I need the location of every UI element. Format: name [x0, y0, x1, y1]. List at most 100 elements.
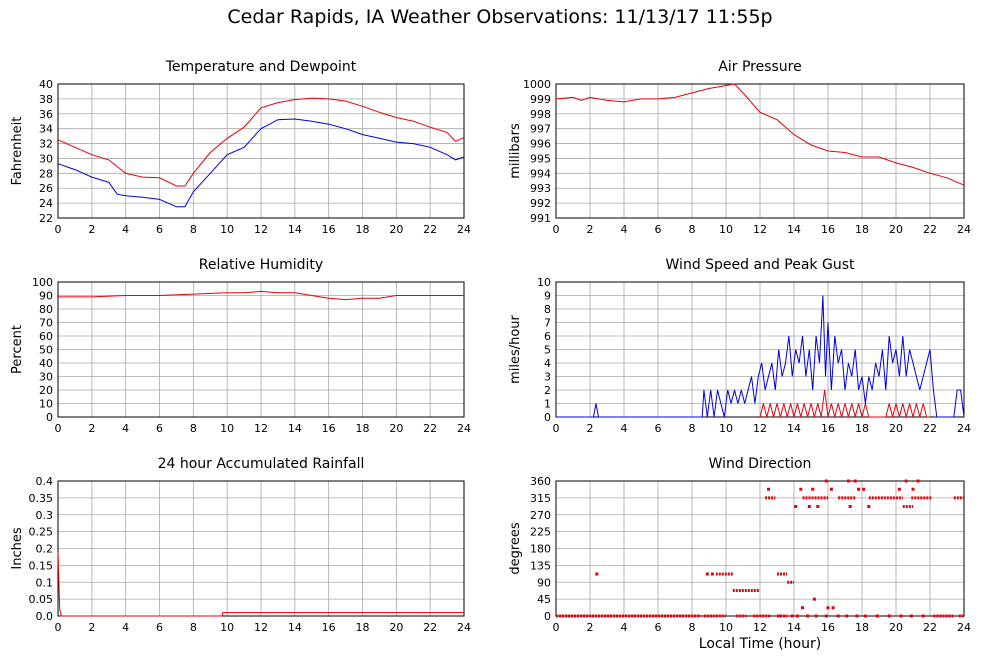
series-line-red [58, 290, 464, 301]
y-tick-label: 90 [537, 576, 551, 589]
y-tick-label: 10 [39, 398, 53, 411]
y-tick-label: 225 [530, 526, 551, 539]
x-tick-label: 20 [389, 223, 403, 236]
plot-frame [57, 480, 465, 617]
y-tick-label: 993 [530, 182, 551, 195]
x-tick-label: 4 [621, 422, 628, 435]
y-tick-label: 999 [530, 93, 551, 106]
x-tick-label: 16 [322, 621, 336, 634]
direction-point [867, 505, 871, 508]
x-tick-label: 16 [322, 422, 336, 435]
x-tick-label: 10 [719, 621, 733, 634]
x-tick-label: 10 [220, 422, 234, 435]
x-tick-label: 0 [553, 621, 560, 634]
direction-point [887, 614, 891, 618]
y-tick-label: 28 [39, 167, 53, 180]
y-tick-label: 995 [530, 152, 551, 165]
direction-point [824, 479, 828, 483]
series-line-red [57, 551, 464, 617]
direction-point [816, 505, 820, 508]
y-tick-label: 100 [32, 276, 53, 289]
chart-title: 24 hour Accumulated Rainfall [158, 456, 365, 472]
x-tick-label: 22 [423, 223, 437, 236]
direction-point [812, 597, 816, 601]
chart-humidity: 0 2 4 6 8 10 12 14 16 18 20 22 240102030405060708090… [10, 257, 471, 435]
direction-point [777, 614, 781, 618]
direction-point [811, 487, 815, 491]
x-tick-label: 4 [122, 223, 129, 236]
x-tick-label: 4 [122, 621, 129, 634]
direction-point [801, 606, 804, 610]
x-tick-label: 22 [423, 422, 437, 435]
x-tick-label: 14 [288, 422, 302, 435]
y-tick-label: 0 [544, 411, 551, 424]
x-tick-label: 2 [587, 422, 594, 435]
x-tick-label: 6 [156, 422, 163, 435]
plot-frame [57, 83, 465, 219]
direction-point [899, 614, 903, 618]
direction-point [916, 479, 920, 483]
x-tick-label: 14 [288, 621, 302, 634]
y-tick-label: 3 [544, 371, 551, 384]
direction-point [807, 505, 811, 508]
x-tick-label: 14 [288, 223, 302, 236]
y-tick-label: 36 [39, 108, 53, 121]
direction-point [767, 487, 770, 491]
x-tick-label: 18 [356, 223, 370, 236]
series-line-blue [57, 118, 465, 208]
chart-title: Air Pressure [718, 59, 801, 75]
y-tick-label: 30 [39, 371, 53, 384]
x-tick-label: 12 [254, 422, 268, 435]
y-tick-label: 38 [39, 93, 53, 106]
y-tick-label: 998 [530, 108, 551, 121]
y-tick-label: 10 [537, 276, 551, 289]
x-tick-label: 8 [689, 223, 696, 236]
x-tick-label: 18 [855, 621, 869, 634]
y-tick-label: 180 [530, 543, 551, 556]
x-tick-label: 14 [787, 223, 801, 236]
x-tick-label: 2 [88, 223, 95, 236]
x-tick-label: 20 [389, 621, 403, 634]
direction-point [875, 614, 879, 618]
series-line-red [555, 83, 965, 186]
x-tick-label: 2 [88, 621, 95, 634]
x-tick-label: 8 [190, 223, 197, 236]
x-tick-label: 12 [254, 621, 268, 634]
y-tick-label: 0.3 [36, 509, 54, 522]
y-tick-label: 0.2 [36, 543, 54, 556]
x-tick-label: 24 [957, 422, 971, 435]
x-tick-label: 10 [220, 621, 234, 634]
x-tick-label: 24 [957, 621, 971, 634]
y-tick-label: 0.4 [36, 475, 54, 488]
y-tick-label: 22 [39, 212, 53, 225]
y-tick-label: 80 [39, 303, 53, 316]
direction-point [829, 487, 833, 491]
y-tick-label: 994 [530, 167, 551, 180]
direction-point [794, 505, 798, 508]
y-tick-label: 996 [530, 138, 551, 151]
y-axis-label: Inches [10, 527, 25, 569]
chart-pressure: 0 2 4 6 8 10 12 14 16 18 20 22 249919929939949959969… [508, 59, 971, 236]
y-tick-label: 1000 [523, 78, 551, 91]
x-tick-label: 8 [190, 621, 197, 634]
x-tick-label: 22 [923, 422, 937, 435]
y-tick-label: 0 [544, 610, 551, 623]
y-tick-label: 315 [530, 492, 551, 505]
x-tick-label: 18 [356, 422, 370, 435]
x-tick-label: 22 [923, 223, 937, 236]
y-tick-label: 60 [39, 330, 53, 343]
x-tick-label: 2 [587, 621, 594, 634]
y-axis-label: millibars [508, 123, 523, 179]
y-tick-label: 0 [46, 411, 53, 424]
direction-point [846, 479, 850, 483]
x-tick-label: 8 [689, 422, 696, 435]
direction-point [790, 614, 794, 618]
direction-point [855, 614, 859, 618]
direction-point [826, 606, 830, 610]
y-tick-label: 4 [544, 357, 551, 370]
y-tick-label: 1 [544, 398, 551, 411]
direction-point [831, 606, 835, 610]
x-tick-label: 18 [855, 223, 869, 236]
x-tick-label: 8 [190, 422, 197, 435]
